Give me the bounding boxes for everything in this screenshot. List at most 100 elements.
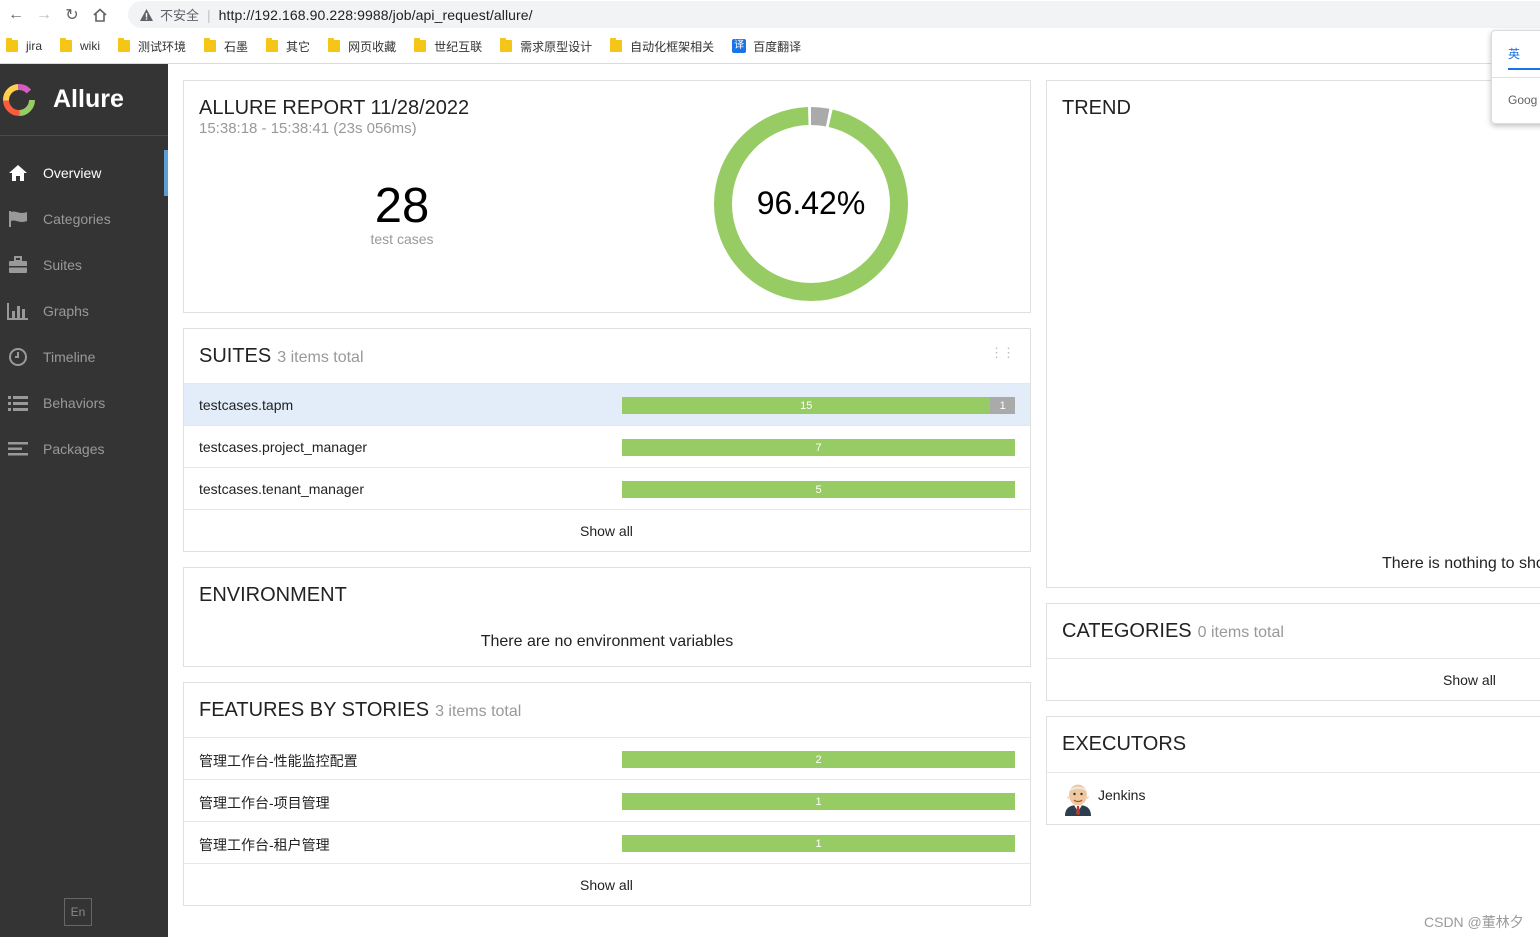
- suite-name: testcases.tenant_manager: [199, 481, 364, 497]
- summary-widget: ALLURE REPORT 11/28/2022 15:38:18 - 15:3…: [183, 80, 1031, 313]
- briefcase-icon: [7, 255, 29, 275]
- bookmark-wiki[interactable]: wiki: [60, 38, 100, 53]
- table-row[interactable]: testcases.project_manager 7: [184, 425, 1030, 467]
- show-all-row: Show all: [184, 509, 1030, 551]
- drag-handle-icon[interactable]: ⋮⋮: [990, 345, 1015, 360]
- bar-chart-icon: [7, 301, 29, 321]
- sidebar-item-categories[interactable]: Categories: [0, 196, 168, 242]
- bookmark-jira[interactable]: jira: [6, 38, 42, 53]
- test-case-count: 28: [374, 179, 430, 233]
- clock-icon: [7, 347, 29, 367]
- bar-passed: 1: [622, 793, 1015, 810]
- folder-icon: [610, 38, 623, 52]
- allure-logo-icon: [3, 83, 35, 116]
- bookmark-prototype[interactable]: 需求原型设计: [500, 38, 592, 55]
- bookmark-test-env[interactable]: 测试环境: [118, 38, 186, 55]
- forward-arrow-icon[interactable]: →: [36, 6, 52, 23]
- table-row[interactable]: 管理工作台-项目管理 1: [184, 779, 1030, 821]
- table-row[interactable]: testcases.tapm 15 1: [184, 383, 1030, 425]
- test-case-label: test cases: [370, 231, 434, 247]
- suite-status-bar: 5: [622, 481, 1015, 498]
- sidebar-item-overview[interactable]: Overview: [0, 150, 168, 196]
- folder-icon: [266, 38, 279, 52]
- sidebar-item-label: Graphs: [43, 303, 89, 319]
- environment-widget: ENVIRONMENT There are no environment var…: [183, 567, 1031, 667]
- reload-icon[interactable]: ↻: [65, 7, 79, 24]
- suite-name: testcases.project_manager: [199, 439, 368, 455]
- folder-icon: [118, 38, 131, 52]
- folder-icon: [204, 38, 217, 52]
- folder-icon: [414, 38, 427, 52]
- url-text[interactable]: http://192.168.90.228:9988/job/api_reque…: [218, 6, 533, 23]
- sidebar-item-label: Behaviors: [43, 395, 106, 411]
- flag-icon: [7, 209, 29, 229]
- brand[interactable]: Allure: [0, 64, 168, 136]
- home-icon[interactable]: [88, 3, 112, 27]
- executor-row[interactable]: Jenkins: [1047, 772, 1540, 824]
- align-left-icon: [7, 439, 29, 459]
- translate-google-label: Goog: [1508, 93, 1538, 107]
- table-row[interactable]: 管理工作台-性能监控配置 2: [184, 737, 1030, 779]
- folder-icon: [60, 38, 73, 52]
- bookmark-web-favorites[interactable]: 网页收藏: [328, 38, 396, 55]
- home-icon: [7, 163, 29, 183]
- categories-count: 0 items total: [1197, 624, 1284, 641]
- bar-passed: 1: [622, 835, 1015, 852]
- sidebar: Allure Overview Categories Suites Graphs: [0, 64, 168, 937]
- omnibox-separator: |: [207, 6, 211, 23]
- features-title: FEATURES BY STORIES 3 items total: [199, 699, 522, 721]
- suites-show-all-link[interactable]: Show all: [580, 523, 633, 539]
- features-show-all-link[interactable]: Show all: [580, 877, 633, 893]
- bar-broken: 1: [990, 397, 1015, 414]
- translate-tab-english[interactable]: 英: [1508, 45, 1540, 70]
- trend-widget: TREND There is nothing to sho: [1046, 80, 1540, 588]
- sidebar-item-packages[interactable]: Packages: [0, 426, 168, 472]
- trend-title: TREND: [1062, 97, 1131, 119]
- feature-name: 管理工作台-租户管理: [199, 837, 330, 853]
- executors-widget: EXECUTORS Jenkins: [1046, 716, 1540, 825]
- show-all-row: Show all: [184, 863, 1030, 905]
- suite-status-bar: 15 1: [622, 397, 1015, 414]
- folder-icon: [500, 38, 513, 52]
- features-widget: FEATURES BY STORIES 3 items total 管理工作台-性…: [183, 682, 1031, 906]
- address-bar[interactable]: 不安全 | http://192.168.90.228:9988/job/api…: [128, 1, 1540, 28]
- list-icon: [7, 393, 29, 413]
- bookmark-21vianet[interactable]: 世纪互联: [414, 38, 482, 55]
- bookmark-automation[interactable]: 自动化框架相关: [610, 38, 714, 55]
- feature-status-bar: 2: [622, 751, 1015, 768]
- table-row[interactable]: 管理工作台-租户管理 1: [184, 821, 1030, 863]
- sidebar-item-behaviors[interactable]: Behaviors: [0, 380, 168, 426]
- show-all-row: Show all: [1047, 658, 1540, 700]
- sidebar-item-suites[interactable]: Suites: [0, 242, 168, 288]
- environment-empty-message: There are no environment variables: [480, 633, 734, 650]
- warning-triangle-icon: [138, 7, 154, 23]
- categories-title: CATEGORIES 0 items total: [1062, 620, 1284, 642]
- browser-toolbar: ← → ↻ 不安全 | http://192.168.90.228:9988/j…: [0, 0, 1540, 30]
- bar-passed: 5: [622, 481, 1015, 498]
- trend-empty-message: There is nothing to sho: [1382, 555, 1540, 572]
- bookmark-other[interactable]: 其它: [266, 38, 310, 55]
- feature-status-bar: 1: [622, 793, 1015, 810]
- jenkins-avatar-icon: [1065, 784, 1091, 816]
- bookmark-shimo[interactable]: 石墨: [204, 38, 248, 55]
- bookmarks-bar: jira wiki 测试环境 石墨 其它 网页收藏 世纪互联 需求原型设计 自动…: [0, 33, 1540, 59]
- suites-title: SUITES 3 items total: [199, 345, 364, 367]
- sidebar-menu: Overview Categories Suites Graphs Timeli…: [0, 150, 168, 472]
- bookmark-baidu-translate[interactable]: 译百度翻译: [732, 39, 802, 54]
- insecure-label: 不安全: [160, 8, 200, 23]
- sidebar-item-timeline[interactable]: Timeline: [0, 334, 168, 380]
- sidebar-item-label: Timeline: [43, 349, 96, 365]
- bar-passed: 7: [622, 439, 1015, 456]
- success-rate: 96.42%: [756, 185, 866, 221]
- sidebar-item-graphs[interactable]: Graphs: [0, 288, 168, 334]
- suite-name: testcases.tapm: [199, 397, 294, 413]
- suites-count: 3 items total: [277, 349, 364, 366]
- language-button[interactable]: En: [64, 898, 92, 926]
- chrome-divider: [0, 63, 1540, 64]
- categories-show-all-link[interactable]: Show all: [1443, 672, 1496, 688]
- feature-status-bar: 1: [622, 835, 1015, 852]
- table-row[interactable]: testcases.tenant_manager 5: [184, 467, 1030, 509]
- back-arrow-icon[interactable]: ←: [8, 6, 24, 23]
- sidebar-item-label: Overview: [43, 165, 102, 181]
- folder-icon: [328, 38, 341, 52]
